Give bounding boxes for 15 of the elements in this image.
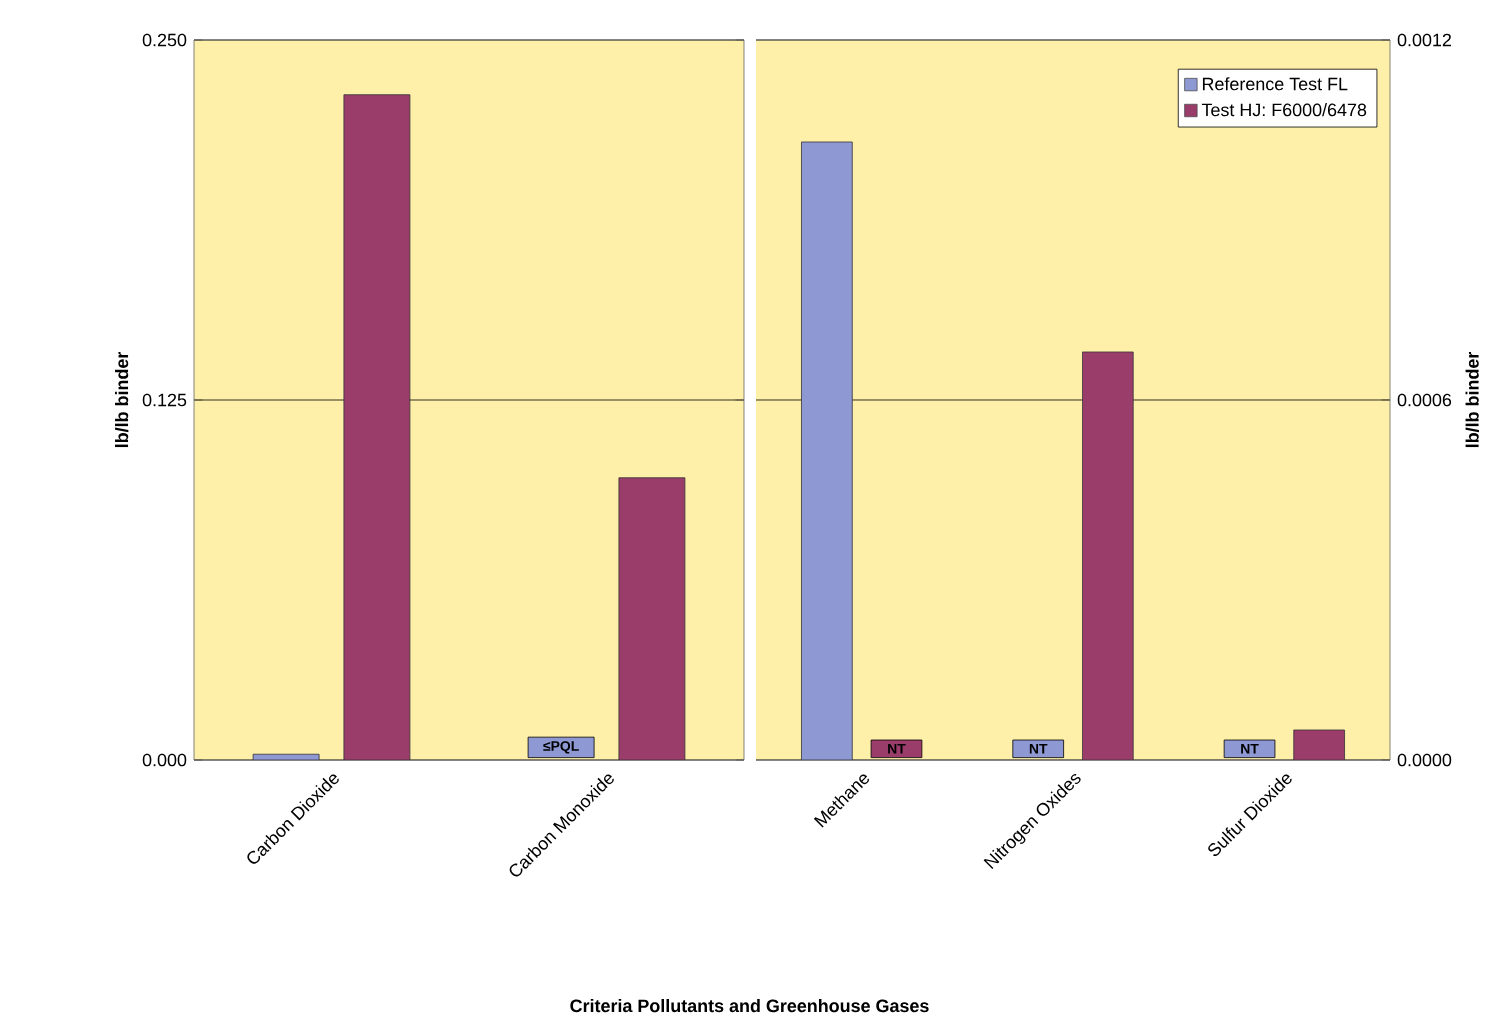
y-tick-label: 0.0012: [1397, 33, 1451, 47]
bar: [618, 477, 686, 760]
y-tick-label: 0.0006: [1397, 393, 1452, 407]
bar: [343, 94, 411, 760]
y-axis-title: lb/lb binder: [115, 351, 129, 448]
y-tick-label: 0.250: [142, 33, 187, 47]
x-axis-title: Criteria Pollutants and Greenhouse Gases: [570, 999, 929, 1013]
bar: [1293, 729, 1345, 760]
legend-label: Reference Test FL: [1202, 77, 1348, 91]
y-axis-title: lb/lb binder: [1465, 351, 1479, 448]
legend-label: Test HJ: F6000/6478: [1201, 103, 1367, 117]
y-tick-label: 0.000: [142, 753, 187, 767]
bar: [1082, 351, 1134, 760]
y-tick-label: 0.125: [142, 393, 187, 407]
y-tick-label: 0.0000: [1397, 753, 1452, 767]
